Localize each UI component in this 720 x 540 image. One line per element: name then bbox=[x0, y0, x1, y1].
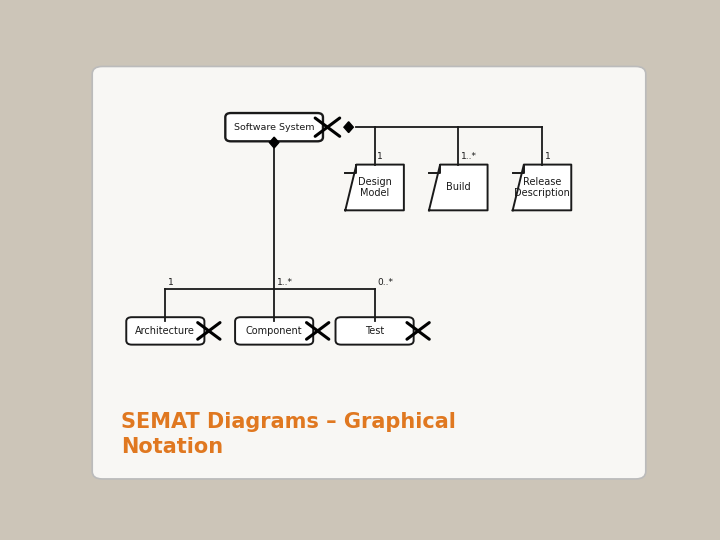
Text: 1: 1 bbox=[377, 152, 383, 161]
FancyBboxPatch shape bbox=[336, 317, 414, 345]
Text: Release
Description: Release Description bbox=[514, 177, 570, 198]
Polygon shape bbox=[429, 165, 487, 210]
Text: 1..*: 1..* bbox=[277, 278, 293, 287]
Text: Build: Build bbox=[446, 183, 471, 192]
Text: Architecture: Architecture bbox=[135, 326, 195, 336]
Polygon shape bbox=[269, 137, 279, 148]
Text: Test: Test bbox=[365, 326, 384, 336]
Text: 1..*: 1..* bbox=[461, 152, 477, 161]
Text: 0..*: 0..* bbox=[377, 278, 393, 287]
Text: SEMAT Diagrams – Graphical
Notation: SEMAT Diagrams – Graphical Notation bbox=[121, 412, 456, 457]
Text: Software System: Software System bbox=[234, 123, 315, 132]
Polygon shape bbox=[344, 122, 354, 133]
FancyBboxPatch shape bbox=[92, 66, 646, 479]
FancyBboxPatch shape bbox=[225, 113, 323, 141]
Text: Design
Model: Design Model bbox=[358, 177, 392, 198]
Polygon shape bbox=[346, 165, 404, 210]
FancyBboxPatch shape bbox=[235, 317, 313, 345]
Text: 1: 1 bbox=[168, 278, 174, 287]
FancyBboxPatch shape bbox=[126, 317, 204, 345]
Text: Component: Component bbox=[246, 326, 302, 336]
Polygon shape bbox=[513, 165, 571, 210]
Text: 1: 1 bbox=[545, 152, 551, 161]
